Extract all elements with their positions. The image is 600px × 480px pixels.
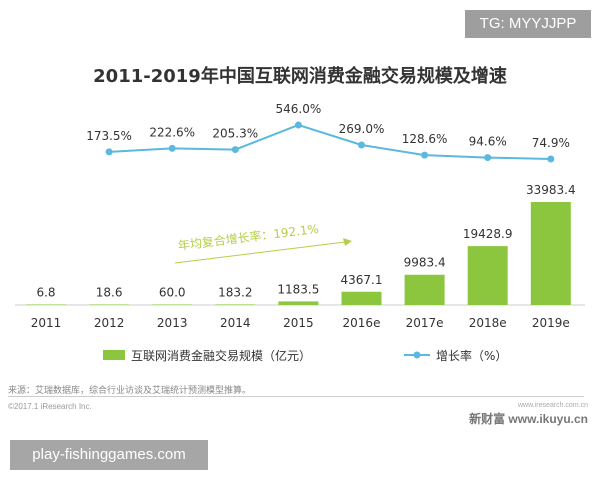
growth-line (109, 123, 551, 160)
divider (8, 396, 584, 397)
site-small: www.iresearch.com.cn (517, 402, 588, 409)
growth-label: 222.6% (149, 125, 195, 139)
legend-swatch-point (413, 351, 421, 359)
growth-point (421, 151, 429, 159)
x-tick-label: 2012 (94, 316, 125, 330)
legend-swatch-bar (103, 350, 125, 360)
x-tick-label: 2017e (406, 316, 444, 330)
bar (467, 246, 508, 305)
x-tick-label: 2016e (343, 316, 381, 330)
bar (152, 304, 193, 305)
watermark-tg: TG: MYYJJPP (465, 10, 591, 38)
growth-label: 128.6% (402, 132, 448, 146)
site-logo: 新财富 www.ikuyu.cn (469, 412, 588, 426)
copyright: ©2017.1 iResearch Inc. (8, 402, 92, 411)
bar (341, 291, 382, 305)
growth-label: 546.0% (276, 102, 322, 116)
bar (215, 304, 256, 305)
legend-label-bar: 互联网消费金融交易规模（亿元） (131, 348, 311, 363)
bar-label: 6.8 (36, 286, 55, 300)
bar-label: 19428.9 (463, 227, 513, 241)
chart-title: 2011-2019年中国互联网消费金融交易规模及增速 (93, 66, 507, 87)
x-tick-label: 2014 (220, 316, 251, 330)
growth-label: 173.5% (86, 129, 132, 143)
growth-point (231, 146, 239, 154)
legend-label-line: 增长率（%） (436, 348, 507, 363)
x-tick-label: 2013 (157, 316, 188, 330)
growth-point (168, 144, 176, 152)
watermark-domain: play-fishinggames.com (10, 440, 208, 470)
bar-label: 4367.1 (341, 273, 383, 287)
source-note: 来源：艾瑞数据库，综合行业访谈及艾瑞统计预测模型推算。 (8, 386, 252, 396)
x-tick-label: 2015 (283, 316, 314, 330)
cagr-arrow-line (174, 241, 346, 264)
bar (89, 304, 130, 305)
growth-point (294, 121, 302, 129)
growth-label: 94.6% (469, 135, 507, 149)
bar-label: 183.2 (218, 285, 252, 299)
growth-point (105, 148, 113, 156)
growth-point (484, 154, 492, 162)
x-tick-label: 2018e (469, 316, 507, 330)
bar (26, 304, 66, 305)
growth-label: 269.0% (339, 122, 385, 136)
chart: 6.8 2011 18.6 2012 60.0 2013 183.2 2014 1183.5 20… (15, 102, 585, 363)
growth-point (547, 155, 555, 163)
bar-label: 33983.4 (526, 183, 576, 197)
bar (530, 202, 571, 305)
bar (404, 274, 445, 305)
growth-point (358, 141, 365, 149)
bar-label: 1183.5 (277, 282, 319, 296)
x-tick-label: 2011 (31, 316, 62, 330)
bar-label: 18.6 (96, 286, 123, 300)
cagr-arrow-head (343, 238, 352, 246)
growth-label: 205.3% (212, 127, 258, 141)
bar (278, 301, 319, 305)
bar-label: 9983.4 (404, 256, 446, 270)
x-tick-label: 2019e (532, 316, 570, 330)
bar-label: 60.0 (159, 286, 186, 300)
growth-label: 74.9% (532, 136, 570, 150)
